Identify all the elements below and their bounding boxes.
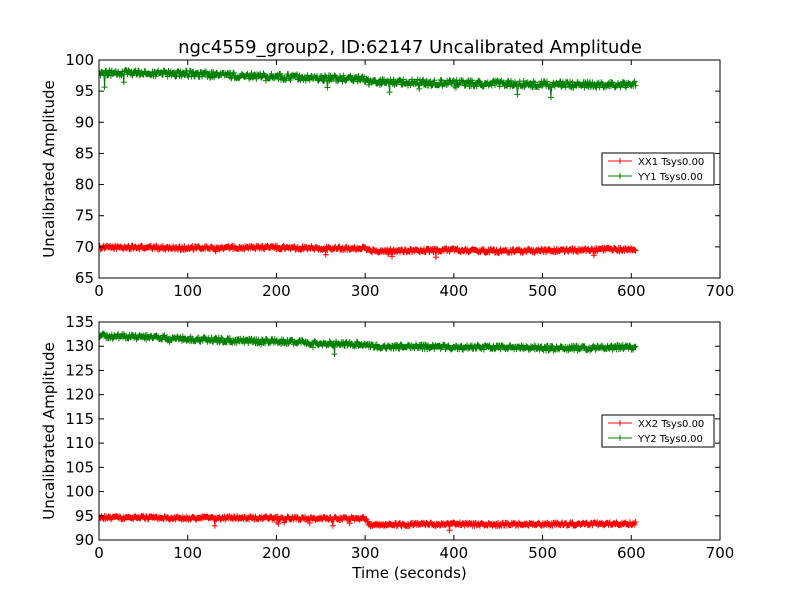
legend: XX2 Tsys0.00 YY2 Tsys0.00: [601, 414, 715, 448]
series-markers: [99, 242, 639, 261]
y-tick-label: 80: [75, 176, 94, 194]
x-tick-label: 0: [94, 544, 104, 562]
y-tick-label: 90: [75, 113, 94, 131]
legend: XX1 Tsys0.00 YY1 Tsys0.00: [601, 152, 715, 186]
y-tick-label: 120: [65, 386, 94, 404]
series-XX1 Tsys0.00: [99, 242, 639, 261]
plot-frame: [98, 59, 721, 279]
y-axis-label: Uncalibrated Amplitude: [40, 80, 58, 257]
x-tick-label: 600: [617, 282, 646, 300]
y-tick-label: 95: [75, 82, 94, 100]
series-YY1 Tsys0.00: [99, 67, 639, 101]
y-axis-label: Uncalibrated Amplitude: [40, 342, 58, 519]
series-YY2 Tsys0.00: [99, 330, 639, 358]
y-tick-label: 125: [65, 361, 94, 379]
x-tick-label: 300: [351, 282, 380, 300]
legend-frame: [601, 414, 715, 448]
x-tick-label: 500: [528, 282, 557, 300]
legend-swatch-marker: [617, 420, 623, 426]
series-markers: [99, 67, 639, 101]
x-tick-label: 300: [351, 544, 380, 562]
y-tick-label: 95: [75, 507, 94, 525]
subplot-1: 0 100 200 300 400 500 600 700 65 70 75 80 85 90 95 100 U…: [40, 51, 734, 300]
x-tick-label: 400: [440, 282, 469, 300]
x-tick-label: 700: [706, 544, 735, 562]
x-tick-label: 600: [617, 544, 646, 562]
legend-entry: XX2 Tsys0.00: [638, 419, 704, 430]
y-tick-label: 105: [65, 458, 94, 476]
x-tick-label: 0: [94, 282, 104, 300]
y-tick-label: 100: [65, 483, 94, 501]
y-tick-label: 90: [75, 531, 94, 549]
plot-frame: [98, 321, 721, 541]
series-markers: [99, 513, 639, 534]
y-tick-label: 65: [75, 269, 94, 287]
x-tick-label: 200: [262, 282, 291, 300]
legend-entry: YY1 Tsys0.00: [637, 172, 703, 183]
y-tick-label: 130: [65, 337, 94, 355]
y-tick-label: 70: [75, 238, 94, 256]
x-tick-label: 700: [706, 282, 735, 300]
y-tick-label: 135: [65, 313, 94, 331]
y-tick-label: 110: [65, 434, 94, 452]
x-axis-label: Time (seconds): [351, 564, 467, 582]
plots: 0 100 200 300 400 500 600 700 65 70 75 80 85 90 95 100 U…: [40, 51, 734, 582]
legend-entry: XX1 Tsys0.00: [638, 157, 704, 168]
series-markers: [99, 330, 639, 358]
y-tick-label: 100: [65, 51, 94, 69]
x-tick-label: 100: [173, 282, 202, 300]
y-tick-label: 115: [65, 410, 94, 428]
legend-frame: [601, 152, 715, 186]
legend-swatch-marker: [617, 173, 623, 179]
legend-swatch-marker: [617, 435, 623, 441]
subplot-2: 0 100 200 300 400 500 600 700 90 95 100 105 110 115 12…: [40, 313, 734, 582]
x-tick-label: 400: [440, 544, 469, 562]
series-XX2 Tsys0.00: [99, 513, 639, 534]
x-tick-label: 500: [528, 544, 557, 562]
x-tick-label: 200: [262, 544, 291, 562]
x-tick-label: 100: [173, 544, 202, 562]
legend-entry: YY2 Tsys0.00: [637, 434, 703, 445]
legend-swatch-marker: [617, 158, 623, 164]
y-tick-label: 75: [75, 207, 94, 225]
figure-title: ngc4559_group2, ID:62147 Uncalibrated Am…: [178, 37, 642, 58]
y-tick-label: 85: [75, 144, 94, 162]
